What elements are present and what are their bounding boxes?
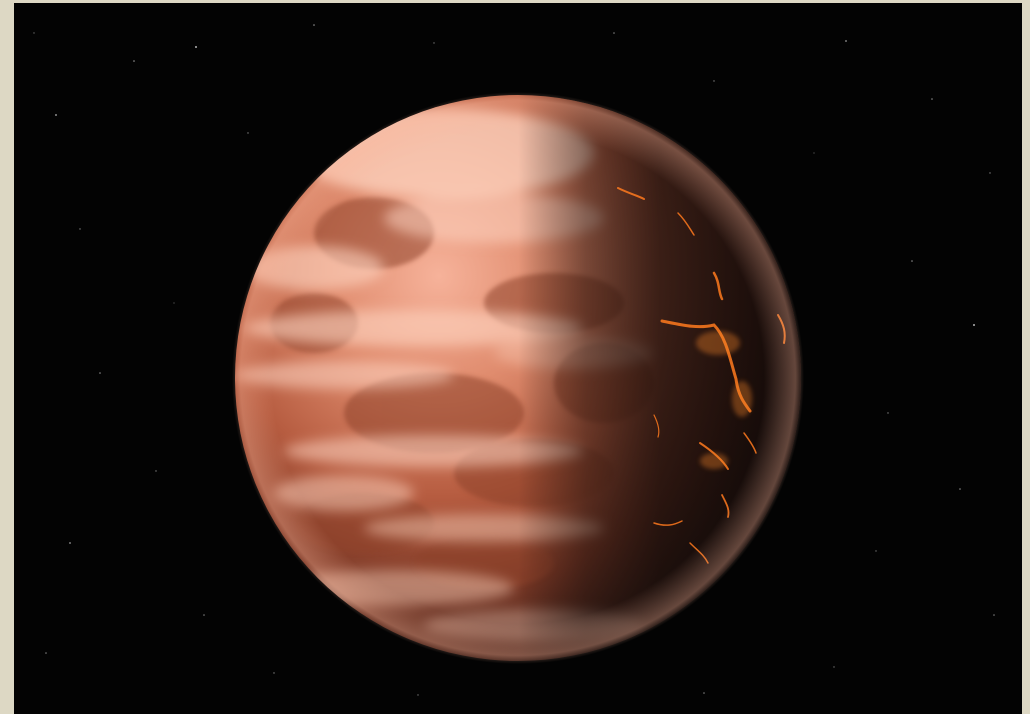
star-field — [33, 24, 995, 696]
planet-artwork — [33, 24, 995, 696]
space-image — [14, 3, 1022, 714]
planet — [232, 92, 804, 664]
